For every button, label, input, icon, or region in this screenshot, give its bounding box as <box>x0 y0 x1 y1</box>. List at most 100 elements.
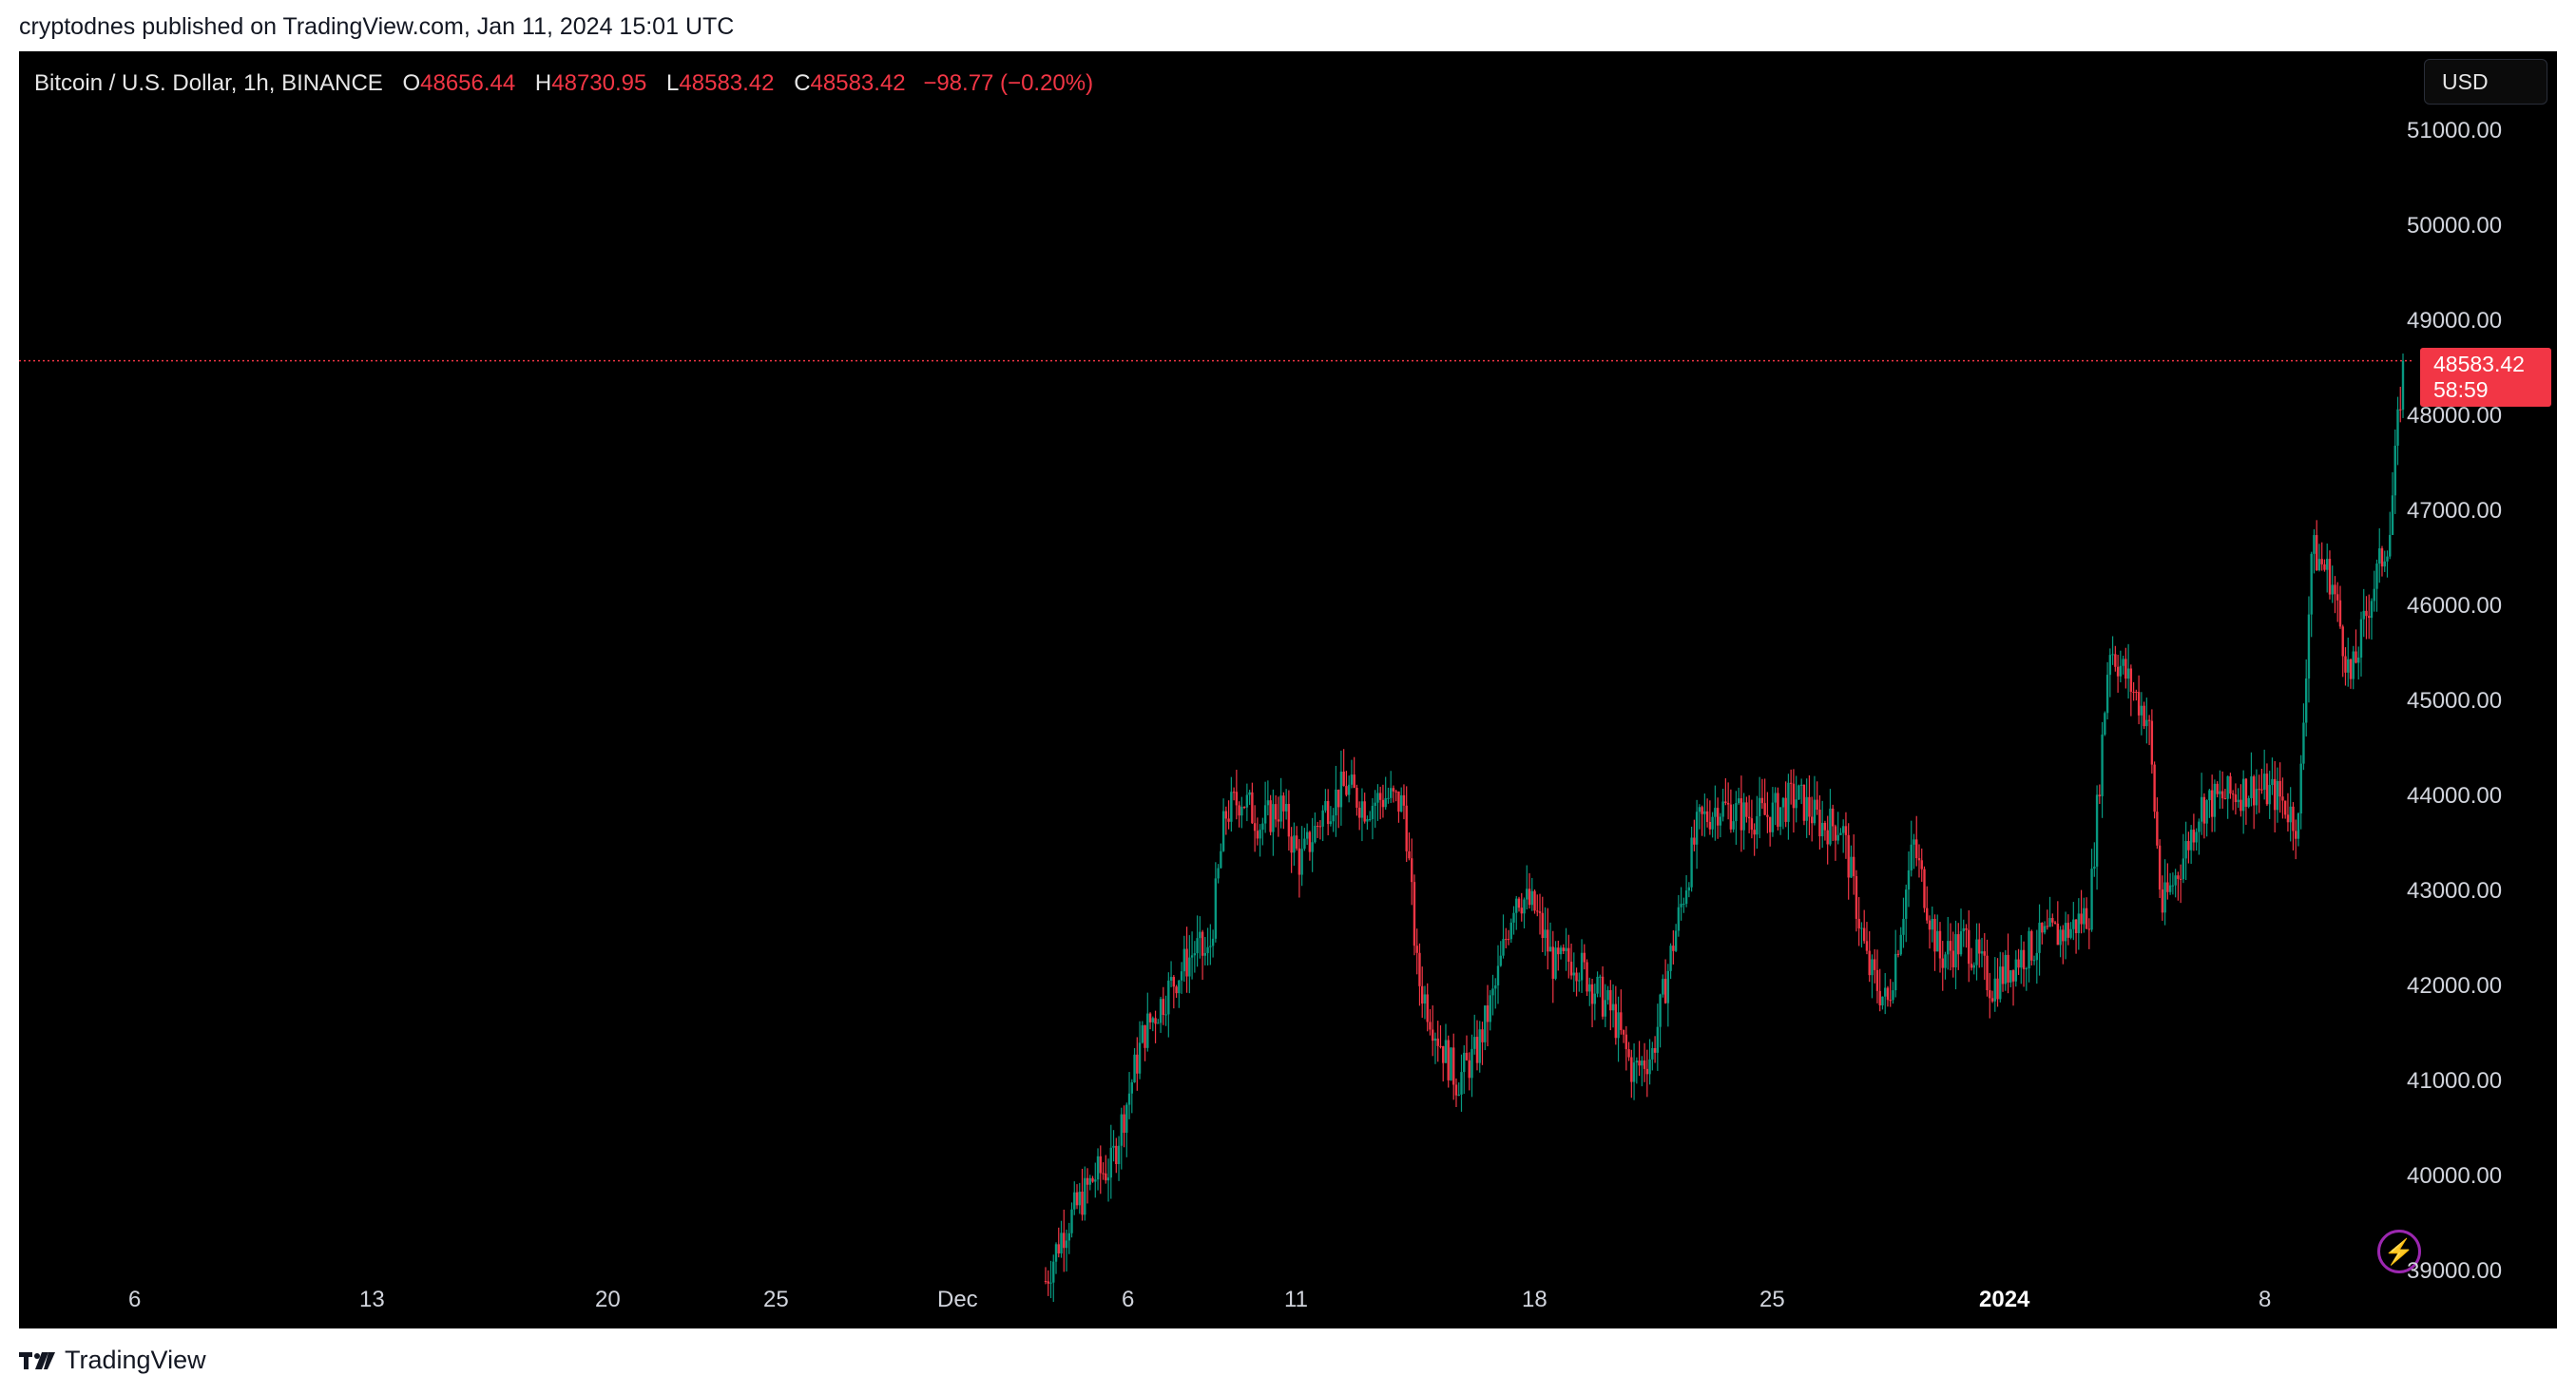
candle-body <box>1242 807 1246 809</box>
candle-body <box>1768 816 1772 832</box>
candle-body <box>1329 821 1333 825</box>
tradingview-brand[interactable]: TradingView <box>19 1346 206 1375</box>
candle-body <box>2338 600 2342 627</box>
candle-body <box>2365 610 2368 617</box>
candle-body <box>1695 812 1699 845</box>
candle-body <box>2255 789 2259 806</box>
currency-button[interactable]: USD <box>2424 59 2547 105</box>
lightning-bolt-icon[interactable]: ⚡ <box>2377 1230 2421 1273</box>
candle-body <box>1339 771 1343 808</box>
candle-body <box>1423 994 1427 1004</box>
candle-body <box>1452 1047 1455 1085</box>
candle-body <box>2213 783 2217 817</box>
candle-body <box>1232 792 1236 793</box>
candle-body <box>1075 1192 1079 1206</box>
candle-body <box>2200 796 2203 822</box>
candle-body <box>1957 934 1960 955</box>
candle-body <box>1850 856 1853 878</box>
candle-body <box>1515 898 1518 913</box>
candle-body <box>2349 659 2353 679</box>
candle-body <box>1544 929 1547 939</box>
candle-body <box>1368 818 1372 820</box>
candle-body <box>2156 812 2159 846</box>
candle-body <box>1580 952 1584 981</box>
candle-body <box>1886 987 1890 1001</box>
candle-body <box>1060 1233 1063 1254</box>
candle-body <box>1572 972 1575 976</box>
candle-body <box>2161 889 2164 913</box>
candle-body <box>1172 977 1176 987</box>
candle-body <box>1820 822 1824 837</box>
candle-body <box>1797 785 1800 800</box>
candle-body <box>1088 1177 1091 1185</box>
candle-body <box>2145 719 2148 727</box>
candle-body <box>2286 814 2290 823</box>
x-axis-label: 11 <box>1284 1287 1308 1312</box>
x-axis-label: 20 <box>595 1287 621 1312</box>
candle-body <box>1569 962 1573 976</box>
candle-body <box>1588 984 1591 992</box>
candle-body <box>2174 875 2177 886</box>
candle-body <box>1384 797 1387 808</box>
chart-pane[interactable]: Bitcoin / U.S. Dollar, 1h, BINANCE O4865… <box>19 51 2557 1328</box>
open-label: O <box>402 70 421 96</box>
candle-body <box>2083 908 2086 925</box>
y-axis-label: 42000.00 <box>2407 973 2503 999</box>
candle-body <box>1905 889 1908 919</box>
candle-body <box>2262 774 2266 791</box>
candle-body <box>1863 927 1866 942</box>
candle-body <box>1203 952 1207 956</box>
last-price-badge: 48583.42 58:59 <box>2420 347 2551 407</box>
candlestick-chart[interactable] <box>19 51 2557 1328</box>
candle-body <box>2179 878 2182 880</box>
currency-label: USD <box>2442 68 2489 94</box>
candle-body <box>1318 826 1322 828</box>
candle-body <box>1915 839 1918 859</box>
candle-body <box>2297 813 2300 839</box>
candle-body <box>1834 826 1837 841</box>
candle-body <box>2386 556 2389 562</box>
candle-body <box>1627 1049 1630 1058</box>
candle-body <box>1078 1192 1081 1206</box>
candle-body <box>1926 908 1929 921</box>
candle-body <box>1742 802 1745 831</box>
symbol-title[interactable]: Bitcoin / U.S. Dollar, 1h, BINANCE <box>34 70 383 96</box>
candle-body <box>2320 559 2323 564</box>
candle-body <box>2137 692 2141 716</box>
candle-body <box>1729 804 1733 830</box>
candle-body <box>2331 584 2334 595</box>
candle-body <box>2069 928 2072 938</box>
candle-body <box>2116 666 2120 677</box>
x-axis-label: 2024 <box>1979 1287 2030 1312</box>
candle-body <box>2316 535 2318 571</box>
candle-body <box>1342 771 1345 787</box>
candle-body <box>1221 811 1225 851</box>
candle-body <box>1347 784 1351 795</box>
candle-body <box>1063 1233 1066 1249</box>
candle-body <box>1326 801 1330 825</box>
candle-body <box>1711 816 1714 830</box>
candle-body <box>2064 923 2067 942</box>
candle-body <box>1496 965 1500 985</box>
x-axis-label: 18 <box>1522 1287 1548 1312</box>
candle-body <box>1047 1281 1049 1284</box>
candle-body <box>1980 951 1984 954</box>
candle-body <box>1049 1282 1052 1284</box>
candle-body <box>1802 784 1806 821</box>
candle-body <box>1703 811 1706 814</box>
candle-body <box>1947 941 1950 955</box>
candle-body <box>2011 970 2015 982</box>
candle-body <box>2260 789 2263 791</box>
candle-body <box>1656 1026 1660 1053</box>
candle-body <box>1896 953 1900 955</box>
candle-body <box>1502 939 1505 956</box>
candle-body <box>2289 806 2292 823</box>
candle-body <box>1378 793 1382 800</box>
candle-body <box>2150 720 2154 765</box>
candle-body <box>1578 980 1581 982</box>
candle-body <box>1269 800 1272 832</box>
candle-body <box>2074 919 2078 933</box>
candle-body <box>1099 1156 1102 1174</box>
x-axis-label: 8 <box>2259 1287 2272 1312</box>
candle-body <box>2077 913 2081 933</box>
